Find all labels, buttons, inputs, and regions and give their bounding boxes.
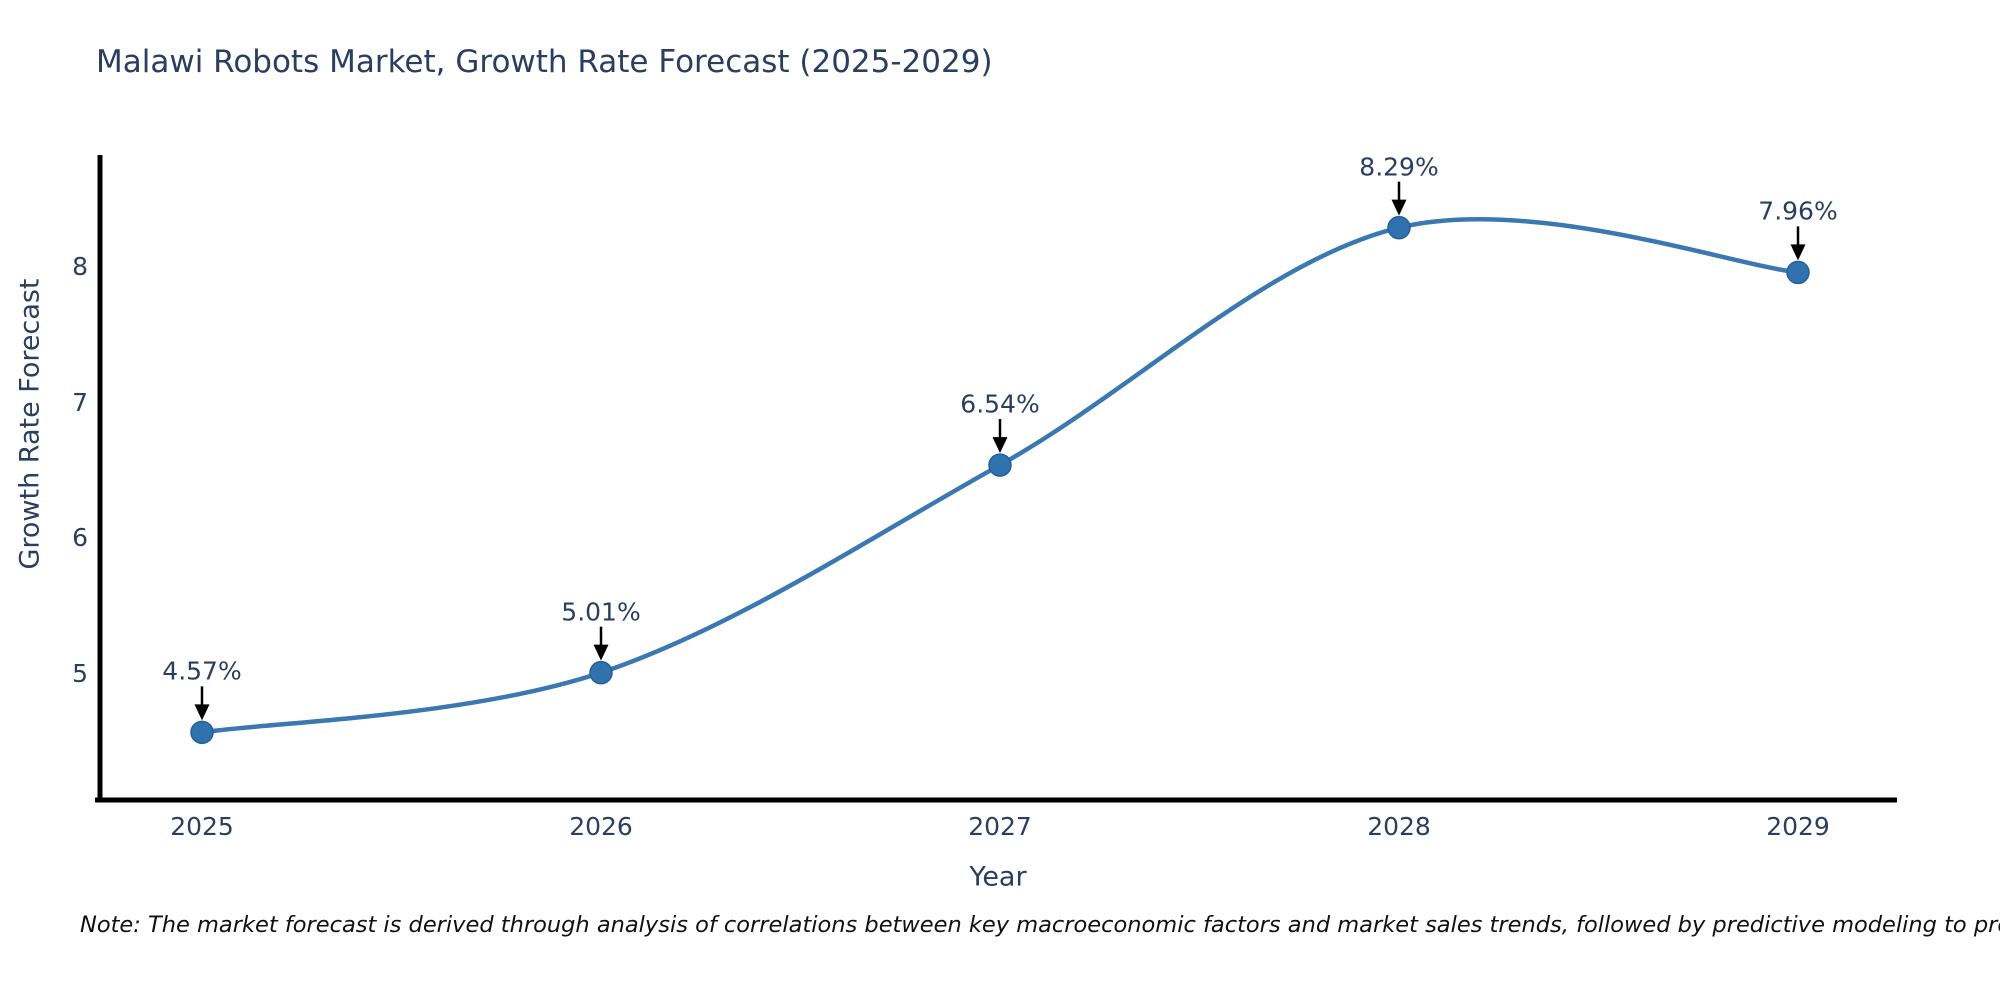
data-point-marker[interactable] xyxy=(1786,260,1810,285)
annotation-arrowhead xyxy=(593,644,609,661)
data-point-marker[interactable] xyxy=(988,453,1012,477)
annotation-arrowhead xyxy=(992,437,1008,454)
x-tick-label: 2027 xyxy=(968,812,1032,841)
x-tick-label: 2029 xyxy=(1766,812,1830,841)
data-point-value-label: 6.54% xyxy=(960,389,1040,419)
x-axis-title: Year xyxy=(969,861,1027,893)
data-point-marker[interactable] xyxy=(190,720,214,745)
x-tick-label: 2028 xyxy=(1367,812,1431,841)
data-point-marker[interactable] xyxy=(589,660,613,685)
data-point-value-label: 5.01% xyxy=(561,597,641,627)
y-tick-label: 8 xyxy=(72,251,88,281)
data-point-markers xyxy=(190,215,1810,745)
data-point-value-label: 7.96% xyxy=(1758,196,1838,226)
data-point-marker[interactable] xyxy=(1387,215,1411,240)
annotation-arrowhead xyxy=(1391,199,1407,216)
y-tick-label: 5 xyxy=(72,659,88,688)
axis-spines xyxy=(95,155,1897,803)
chart-title: Malawi Robots Market, Growth Rate Foreca… xyxy=(96,44,993,80)
x-tick-label: 2026 xyxy=(569,812,633,841)
annotation-arrows xyxy=(194,181,1806,721)
data-point-value-label: 4.57% xyxy=(162,656,242,686)
footnote: Note: The market forecast is derived thr… xyxy=(80,912,2000,938)
annotation-arrowhead xyxy=(194,704,210,721)
y-tick-label: 7 xyxy=(72,387,88,417)
x-tick-label: 2025 xyxy=(170,812,234,841)
y-axis-title: Growth Rate Forecast xyxy=(14,278,46,570)
annotation-arrowhead xyxy=(1790,244,1806,261)
y-tick-label: 6 xyxy=(72,523,88,553)
data-point-value-label: 8.29% xyxy=(1359,152,1439,182)
